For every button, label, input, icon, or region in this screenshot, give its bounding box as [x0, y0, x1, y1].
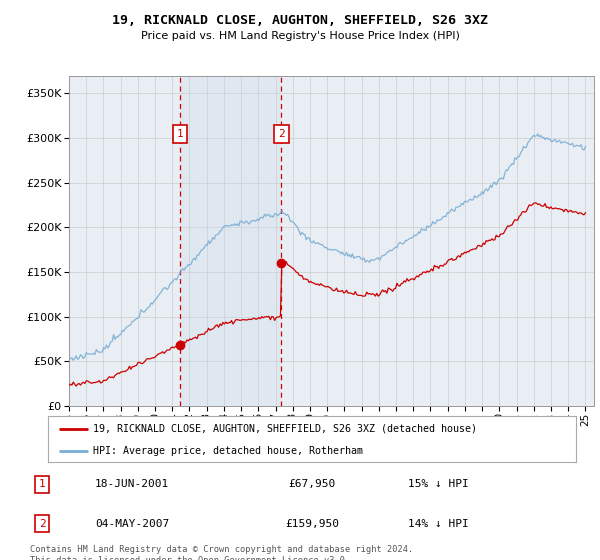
Text: Contains HM Land Registry data © Crown copyright and database right 2024.
This d: Contains HM Land Registry data © Crown c…	[30, 545, 413, 560]
Text: 19, RICKNALD CLOSE, AUGHTON, SHEFFIELD, S26 3XZ (detached house): 19, RICKNALD CLOSE, AUGHTON, SHEFFIELD, …	[93, 424, 477, 434]
Text: 2: 2	[38, 519, 46, 529]
Text: £159,950: £159,950	[285, 519, 339, 529]
Text: 1: 1	[177, 129, 184, 139]
Text: Price paid vs. HM Land Registry's House Price Index (HPI): Price paid vs. HM Land Registry's House …	[140, 31, 460, 41]
Text: HPI: Average price, detached house, Rotherham: HPI: Average price, detached house, Roth…	[93, 446, 363, 455]
Text: 18-JUN-2001: 18-JUN-2001	[95, 479, 169, 489]
Text: 15% ↓ HPI: 15% ↓ HPI	[407, 479, 469, 489]
Text: 1: 1	[38, 479, 46, 489]
Text: 04-MAY-2007: 04-MAY-2007	[95, 519, 169, 529]
Bar	[180, 76, 281, 406]
Text: 19, RICKNALD CLOSE, AUGHTON, SHEFFIELD, S26 3XZ: 19, RICKNALD CLOSE, AUGHTON, SHEFFIELD, …	[112, 14, 488, 27]
Text: £67,950: £67,950	[289, 479, 335, 489]
Text: 14% ↓ HPI: 14% ↓ HPI	[407, 519, 469, 529]
Text: 2: 2	[278, 129, 285, 139]
